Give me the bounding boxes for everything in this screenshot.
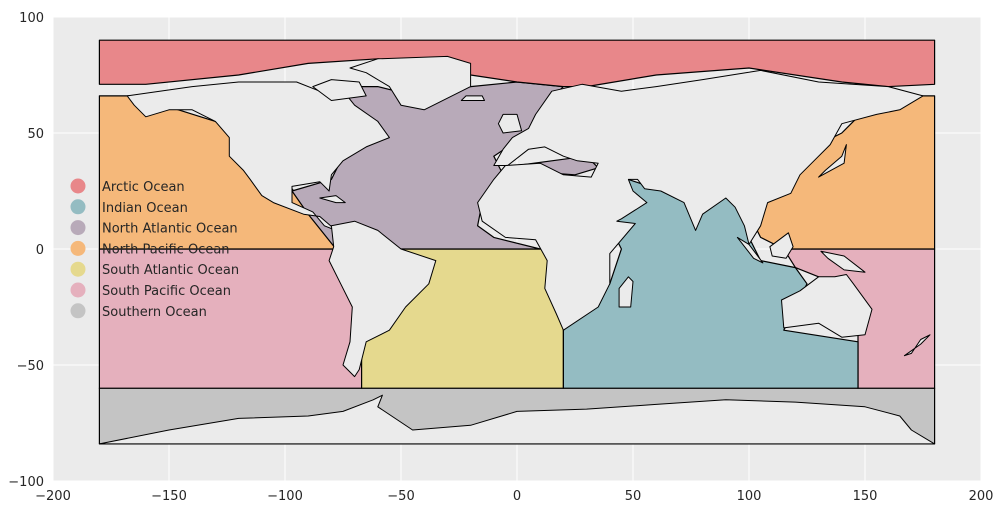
y-tick-label: 50	[27, 127, 44, 142]
eurasia-africa-land	[477, 69, 924, 331]
japan-land	[818, 144, 847, 178]
y-tick-label: 0	[36, 243, 44, 258]
legend-label: North Atlantic Ocean	[102, 222, 238, 237]
legend-label: Southern Ocean	[102, 305, 207, 320]
legend-marker	[70, 220, 86, 236]
sumatra-land	[736, 236, 764, 264]
x-tick-label: 100	[737, 489, 762, 504]
legend-label: South Atlantic Ocean	[102, 263, 239, 278]
y-tick-label: 100	[19, 11, 44, 26]
x-tick-label: −50	[387, 489, 414, 504]
x-tick-label: 50	[625, 489, 642, 504]
legend-label: Arctic Ocean	[102, 180, 185, 195]
antarctica-land	[98, 394, 936, 445]
arctic-ocean-region	[98, 39, 936, 88]
y-tick-label: −50	[17, 359, 44, 374]
iceland-land	[460, 95, 485, 101]
x-tick-label: −150	[151, 489, 187, 504]
legend: Arctic Ocean Indian Ocean North Atlantic O…	[70, 178, 239, 320]
australia-land	[781, 274, 873, 338]
madagascar-land	[618, 276, 634, 308]
axis-ticks: −200 −150 −100 −50 0 50 100 150 200 −100 −50 0 50 100	[8, 11, 993, 504]
legend-label: South Pacific Ocean	[102, 284, 231, 299]
legend-label: North Pacific Ocean	[102, 242, 230, 257]
legend-marker	[70, 240, 86, 256]
x-tick-label: 150	[853, 489, 878, 504]
legend-marker	[70, 261, 86, 277]
legend-marker	[70, 303, 86, 319]
land-masses	[98, 55, 936, 445]
x-tick-label: −200	[35, 489, 71, 504]
legend-marker	[70, 282, 86, 298]
x-tick-label: 200	[969, 489, 994, 504]
borneo-land	[769, 232, 794, 259]
south-america-land	[328, 220, 437, 378]
x-tick-label: −100	[267, 489, 303, 504]
y-tick-label: −100	[8, 475, 44, 490]
new-zealand-land	[903, 334, 931, 357]
new-guinea-land	[820, 250, 866, 273]
legend-marker	[70, 178, 86, 194]
x-tick-label: 0	[513, 489, 521, 504]
baffin-island-land	[312, 79, 367, 101]
legend-label: Indian Ocean	[102, 201, 188, 216]
legend-marker	[70, 199, 86, 215]
british-isles-land	[497, 113, 523, 134]
greenland-land	[349, 55, 472, 111]
cuba-land	[319, 195, 346, 204]
